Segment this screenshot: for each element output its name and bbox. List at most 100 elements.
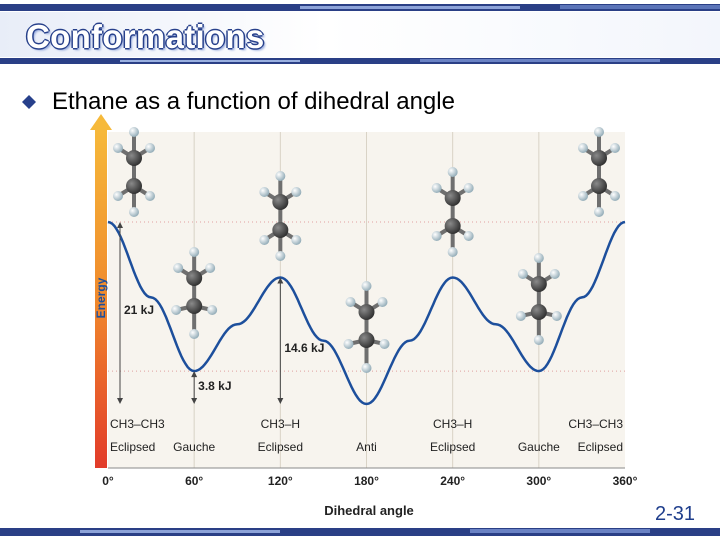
title-band-graphic	[0, 0, 720, 70]
hydrogen-atom	[343, 339, 354, 349]
energy-annotation-label: 3.8 kJ	[198, 379, 231, 393]
slide-title: Conformations	[26, 18, 265, 55]
x-axis-label: Dihedral angle	[324, 503, 414, 518]
x-tick-label: 180°	[354, 474, 379, 488]
slide-number: 2-31	[655, 503, 696, 525]
ethane-molecule-3	[343, 281, 390, 373]
ethane-molecule-6	[578, 127, 620, 217]
hydrogen-atom	[610, 191, 620, 201]
hydrogen-atom	[275, 171, 286, 181]
hydrogen-atom	[431, 231, 442, 241]
arrowhead-down	[277, 398, 284, 404]
ethane-molecule-2	[259, 171, 302, 261]
carbon-atom	[530, 304, 547, 320]
conformation-group-label: CH3–H	[433, 417, 472, 431]
hydrogen-atom	[207, 305, 218, 315]
hydrogen-atom	[189, 247, 200, 257]
hydrogen-atom	[291, 235, 302, 245]
hydrogen-atom	[259, 187, 270, 197]
hydrogen-atom	[129, 207, 139, 217]
hydrogen-atom	[463, 231, 474, 241]
energy-annotation-label: 21 kJ	[124, 303, 154, 317]
hydrogen-atom	[463, 183, 474, 193]
hydrogen-atom	[549, 269, 560, 279]
hydrogen-atom	[113, 143, 123, 153]
conformation-name-label: Eclipsed	[578, 440, 623, 454]
carbon-atom	[530, 276, 547, 292]
conformation-name-label: Anti	[356, 440, 377, 454]
hydrogen-atom	[431, 183, 442, 193]
hydrogen-atom	[578, 143, 588, 153]
hydrogen-atom	[205, 263, 216, 273]
hydrogen-atom	[173, 263, 184, 273]
ethane-molecule-5	[515, 253, 562, 345]
carbon-atom	[591, 178, 607, 194]
conformation-name-label: Eclipsed	[258, 440, 303, 454]
hydrogen-atom	[129, 127, 139, 137]
carbon-atom	[272, 222, 289, 238]
hydrogen-atom	[345, 297, 356, 307]
conformation-group-label: CH3–CH3	[568, 417, 623, 431]
x-tick-label: 240°	[440, 474, 465, 488]
energy-annotation-label: 14.6 kJ	[284, 341, 324, 355]
hydrogen-atom	[517, 269, 528, 279]
arrowhead-up	[277, 277, 284, 284]
hydrogen-atom	[145, 191, 155, 201]
ethane-molecule-1	[171, 247, 218, 339]
arrowhead-down	[191, 398, 198, 404]
hydrogen-atom	[113, 191, 123, 201]
conformation-name-label: Eclipsed	[110, 440, 155, 454]
ethane-molecule-4	[431, 167, 474, 257]
hydrogen-atom	[533, 253, 544, 263]
hydrogen-atom	[447, 247, 458, 257]
carbon-atom	[186, 270, 203, 286]
hydrogen-atom	[594, 127, 604, 137]
conformation-group-label: CH3–H	[261, 417, 300, 431]
energy-axis-arrowhead	[90, 114, 112, 130]
x-tick-label: 300°	[526, 474, 551, 488]
carbon-atom	[358, 332, 375, 348]
hydrogen-atom	[594, 207, 604, 217]
energy-axis-bar	[95, 128, 107, 468]
hydrogen-atom	[533, 335, 544, 345]
carbon-atom	[358, 304, 375, 320]
hydrogen-atom	[189, 329, 200, 339]
conformation-group-label: CH3–CH3	[110, 417, 165, 431]
hydrogen-atom	[291, 187, 302, 197]
carbon-atom	[126, 178, 142, 194]
hydrogen-atom	[447, 167, 458, 177]
bullet-text: Ethane as a function of dihedral angle	[52, 88, 455, 115]
hydrogen-atom	[610, 143, 620, 153]
hydrogen-atom	[145, 143, 155, 153]
bullet-item: Ethane as a function of dihedral angle	[22, 88, 455, 116]
carbon-atom	[186, 298, 203, 314]
y-axis-label: Energy	[94, 277, 108, 318]
ethane-molecule-0	[113, 127, 155, 217]
carbon-atom	[444, 218, 461, 234]
carbon-atom	[444, 190, 461, 206]
carbon-atom	[591, 150, 607, 166]
hydrogen-atom	[377, 297, 388, 307]
hydrogen-atom	[259, 235, 270, 245]
hydrogen-atom	[379, 339, 390, 349]
hydrogen-atom	[171, 305, 182, 315]
carbon-atom	[272, 194, 289, 210]
x-tick-label: 60°	[185, 474, 203, 488]
hydrogen-atom	[275, 251, 286, 261]
x-tick-label: 0°	[102, 474, 114, 488]
hydrogen-atom	[515, 311, 526, 321]
arrowhead-down	[117, 398, 123, 404]
footer-band	[0, 528, 720, 536]
arrowhead-up	[191, 371, 198, 378]
hydrogen-atom	[361, 281, 372, 291]
diamond-bullet-icon	[22, 95, 36, 109]
hydrogen-atom	[551, 311, 562, 321]
arrowhead-up	[117, 222, 123, 228]
x-tick-label: 120°	[268, 474, 293, 488]
hydrogen-atom	[361, 363, 372, 373]
title-band	[0, 0, 720, 70]
carbon-atom	[126, 150, 142, 166]
conformation-name-label: Gauche	[518, 440, 560, 454]
x-tick-label: 360°	[613, 474, 638, 488]
